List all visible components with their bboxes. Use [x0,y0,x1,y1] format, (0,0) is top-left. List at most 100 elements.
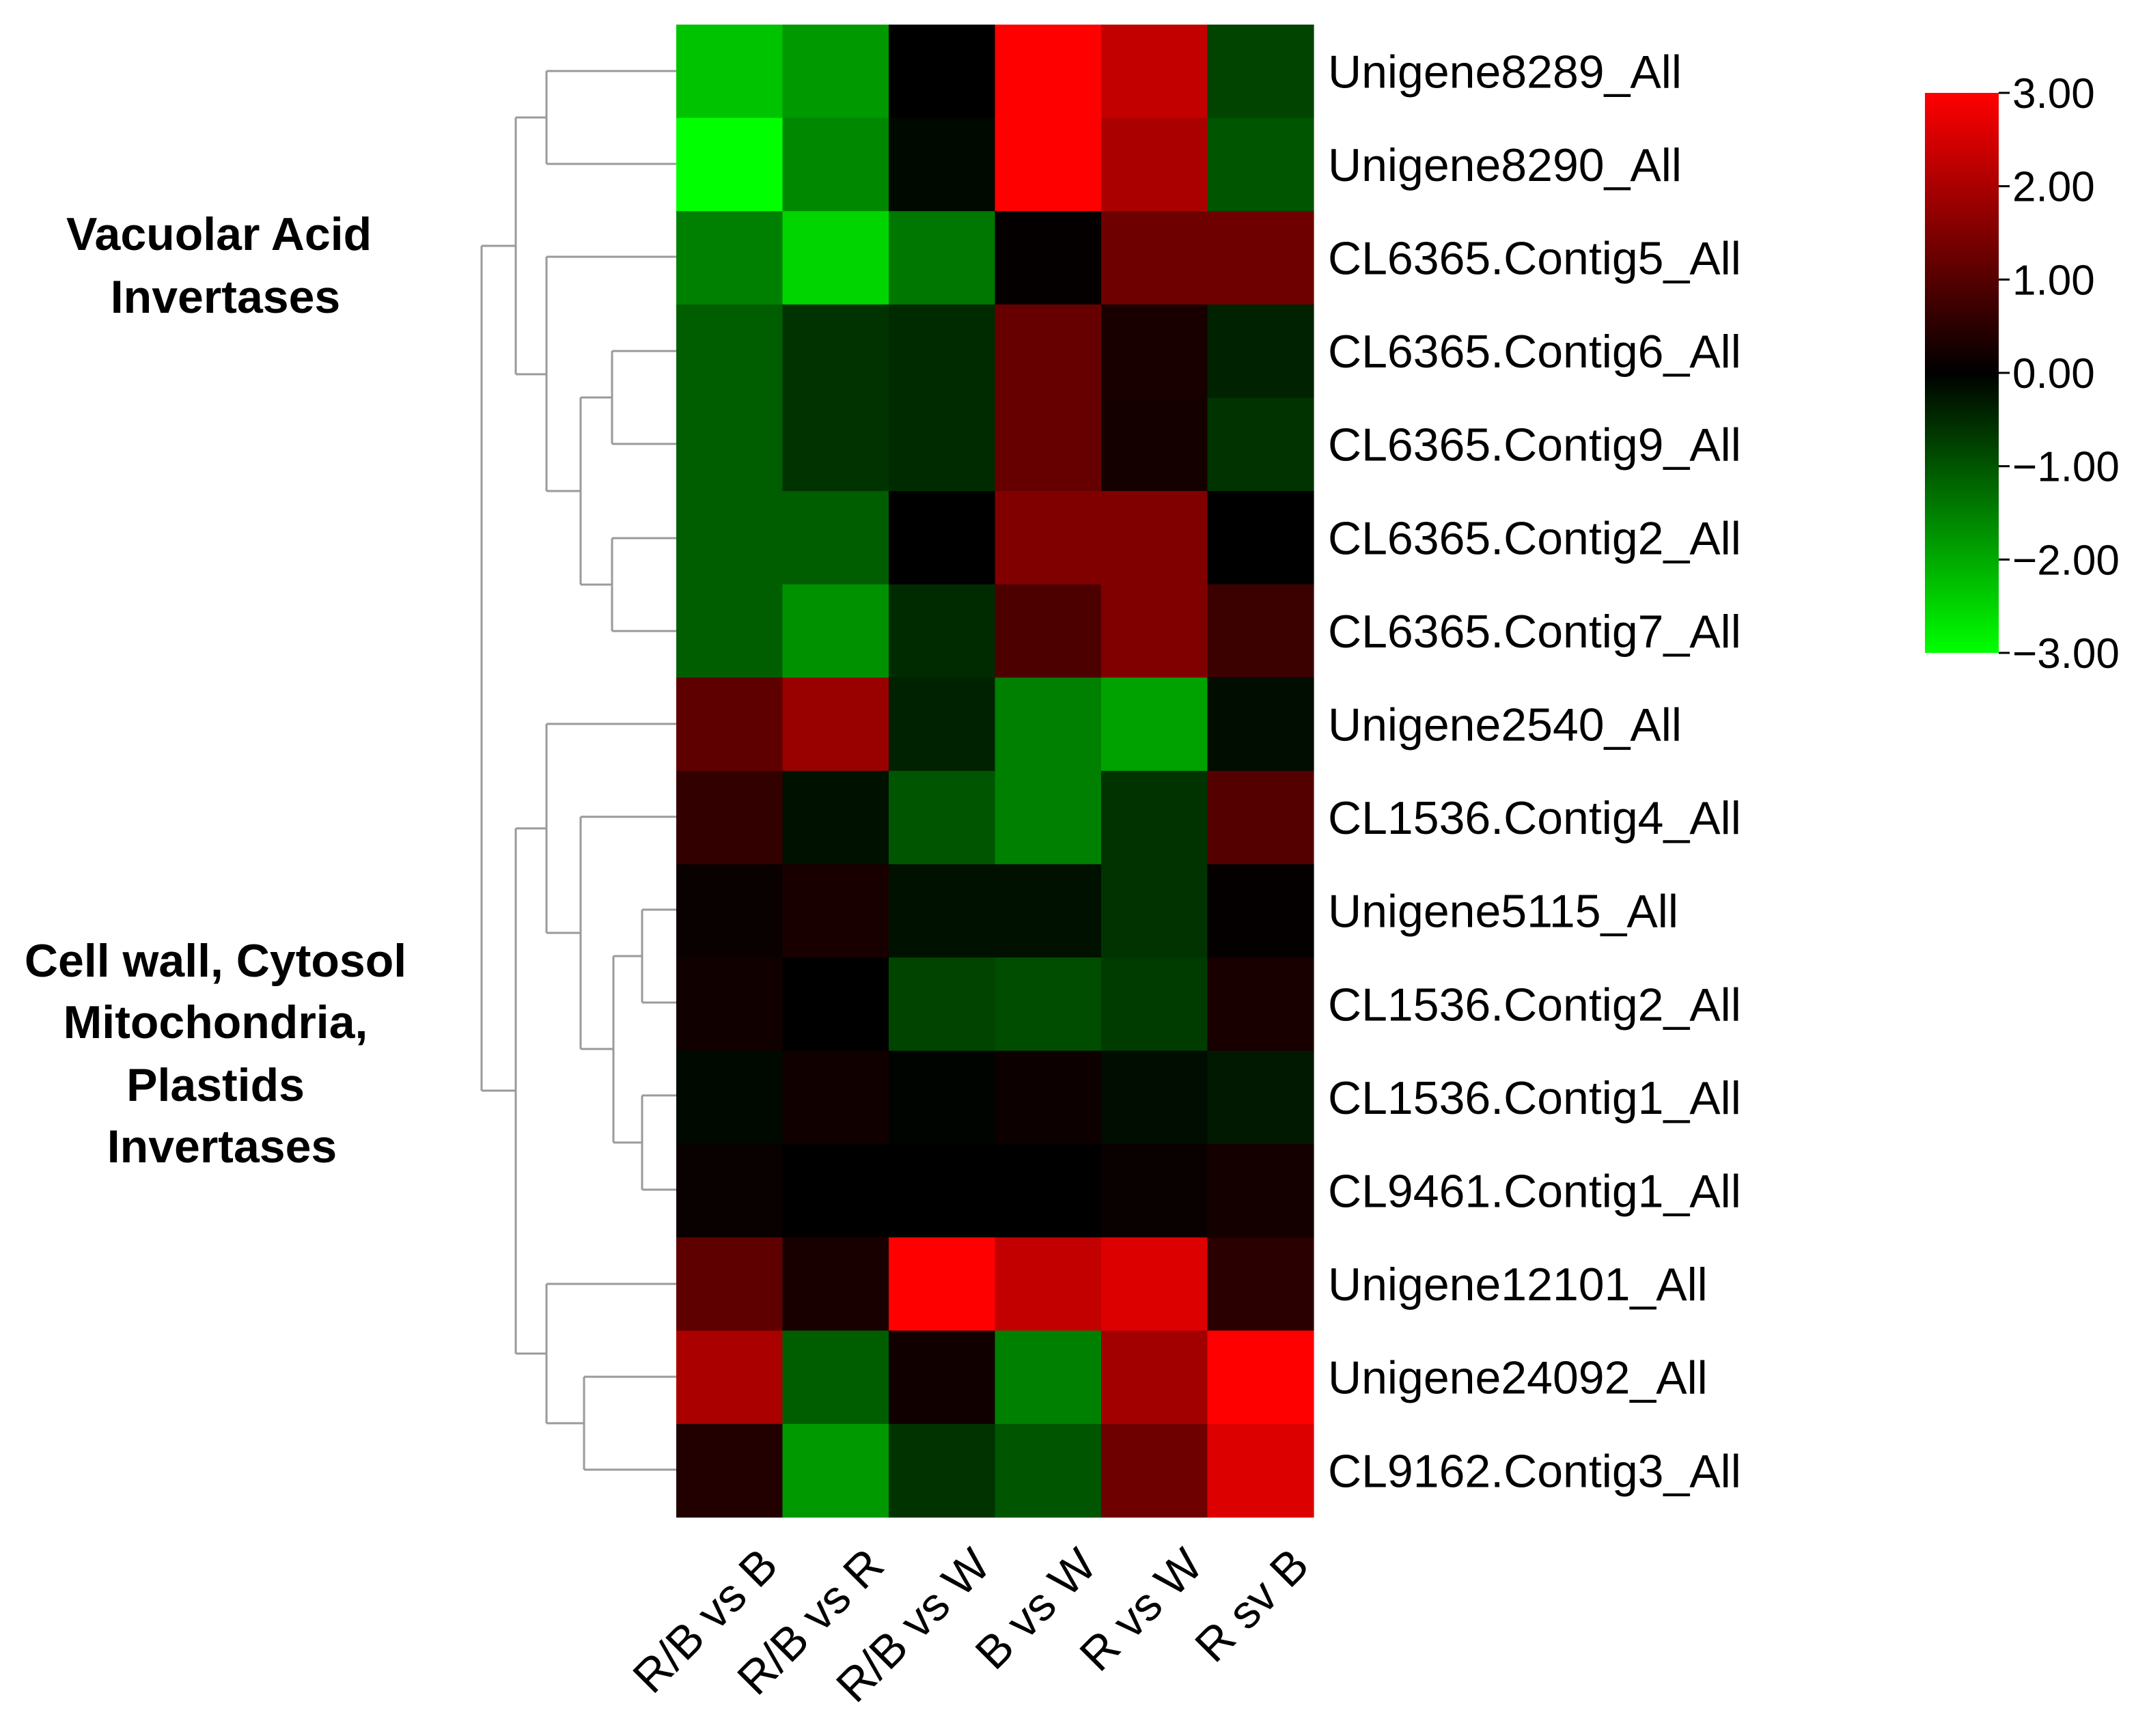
heatmap-cell [782,584,889,678]
heatmap-cell [889,1237,996,1331]
group-label-line: Invertases [111,271,340,323]
heatmap-cell [782,1050,889,1145]
heatmap-cell [995,1144,1102,1238]
heatmap-cell [1207,117,1314,212]
heatmap-cell [676,770,784,865]
heatmap-cell [782,211,889,305]
column-label: R vs W [1070,1539,1212,1681]
heatmap-cell [676,1237,784,1331]
dendrogram-branch [611,350,676,445]
heatmap-cell [1101,25,1208,119]
heatmap-cell [889,677,996,772]
color-scale-bar [1925,93,1999,653]
row-label: CL6365.Contig7_All [1328,606,1741,658]
heatmap-cell [889,491,996,585]
heatmap-cell [1207,1144,1314,1238]
heatmap-cell [889,117,996,212]
heatmap-cell [782,677,889,772]
heatmap-cell [889,25,996,119]
heatmap-cell [1101,1050,1208,1145]
dendrogram-branch [545,723,676,934]
dendrogram-branch [545,1283,676,1425]
row-label: CL6365.Contig2_All [1328,512,1741,564]
heatmap-cell [1101,1237,1208,1331]
row-label: CL1536.Contig2_All [1328,979,1741,1031]
heatmap-cell [676,1330,784,1425]
color-scale-tick-label: −1.00 [2012,444,2120,491]
heatmap-cell [1101,211,1208,305]
group-label-cellwall: Cell wall, Cytosol Mitochondria, Plastid… [25,935,419,1173]
heatmap-cell [1207,770,1314,865]
heatmap-cell [995,117,1102,212]
heatmap-cell [1101,957,1208,1052]
group-label-vacuolar: Vacuolar Acid Invertases [66,208,385,323]
row-label: Unigene12101_All [1328,1259,1708,1311]
heatmap-cell [1207,1330,1314,1425]
heatmap-cell [1101,1144,1208,1238]
row-label: Unigene24092_All [1328,1352,1708,1404]
heatmap-cell [782,304,889,398]
dendrogram-branch [579,396,612,586]
heatmap-cell [676,1144,784,1238]
heatmap-cell [676,117,784,212]
heatmap-cell [1101,1424,1208,1518]
heatmap-cell [1207,864,1314,958]
row-label: CL6365.Contig6_All [1328,326,1741,378]
row-label: CL6365.Contig9_All [1328,419,1741,471]
heatmap-cell [676,491,784,585]
heatmap-cell [1101,117,1208,212]
dendrogram-branch [514,116,546,376]
heatmap-cell [1101,864,1208,958]
row-label: CL9461.Contig1_All [1328,1166,1741,1218]
heatmap-cell [782,1237,889,1331]
heatmap-cell [676,584,784,678]
row-label: Unigene8290_All [1328,139,1682,191]
color-scale-tick-label: 3.00 [2012,70,2095,117]
heatmap-cell [995,864,1102,958]
heatmap-cell [995,491,1102,585]
heatmap-cell [1101,397,1208,492]
heatmap-cell [782,397,889,492]
heatmap-cell [1207,491,1314,585]
heatmap-cell [1101,584,1208,678]
dendrogram-branch [612,955,642,1144]
heatmap-cell [782,770,889,865]
heatmap-cell [1101,304,1208,398]
heatmap-cell [995,304,1102,398]
dendrogram-branch [611,537,676,632]
dendrogram-branch [480,244,516,1092]
heatmap-cell [995,1330,1102,1425]
heatmap-cell [676,304,784,398]
heatmap-cell [782,957,889,1052]
heatmap-cell [995,584,1102,678]
heatmap-cell [1207,304,1314,398]
heatmap-cell [889,1144,996,1238]
heatmap-cell [889,584,996,678]
heatmap-cell [1207,1237,1314,1331]
dendrogram-branch [583,1375,676,1471]
heatmap-cell [782,1330,889,1425]
color-scale-tick-label: 1.00 [2012,257,2095,304]
row-label: Unigene5115_All [1328,886,1678,938]
heatmap-cell [889,1050,996,1145]
heatmap-cell [676,1050,784,1145]
heatmap-cell [1101,677,1208,772]
group-label-line: Mitochondria, [64,996,368,1048]
row-label: CL1536.Contig1_All [1328,1072,1741,1124]
heatmap-cell [889,770,996,865]
heatmap-cell [889,1330,996,1425]
heatmap-cell [995,25,1102,119]
row-labels: Unigene8289_All Unigene8290_All CL6365.Con… [1328,46,1741,1497]
heatmap-cell [676,25,784,119]
row-label: Unigene8289_All [1328,46,1682,98]
column-label: R sv B [1185,1539,1318,1672]
heatmap-cell [1207,1424,1314,1518]
color-scale-tick-label: 0.00 [2012,350,2095,397]
heatmap-cell [1207,211,1314,305]
heatmap-cell [889,957,996,1052]
heatmap-cell [676,864,784,958]
group-label-line: Vacuolar Acid [66,208,372,260]
heatmap-cell [889,1424,996,1518]
group-label-line: Plastids [126,1059,305,1111]
